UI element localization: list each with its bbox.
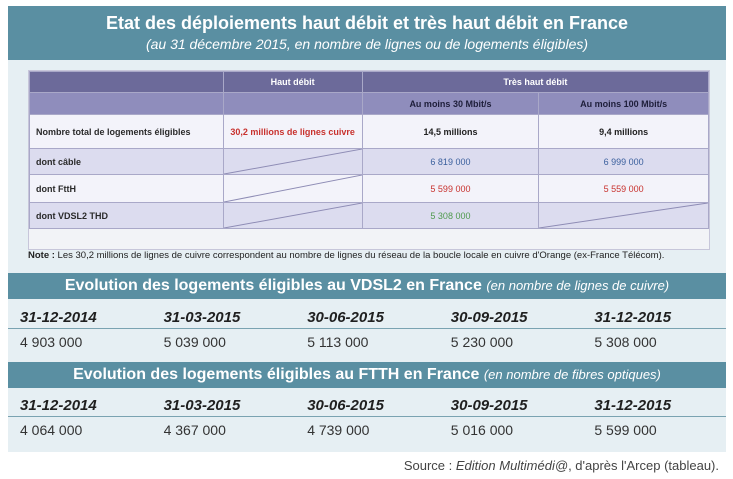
date-cell: 31-12-2014	[20, 309, 97, 326]
empty-diagonal-cell	[538, 202, 709, 229]
ftth-values-row: 4 064 000 4 367 000 4 739 000 5 016 000 …	[8, 419, 726, 441]
empty-header-cell	[29, 71, 224, 93]
value-cell: 4 739 000	[307, 422, 370, 438]
vdsl-section-title-band: Evolution des logements éligibles au VDS…	[8, 273, 726, 299]
source-caption: Source : Edition Multimédi@, d'après l'A…	[404, 458, 719, 473]
ftth-section-title: Evolution des logements éligibles au FTT…	[73, 366, 480, 383]
date-cell: 30-06-2015	[307, 309, 384, 326]
source-prefix: Source :	[403, 458, 456, 473]
header-tres-haut-debit: Très haut débit	[361, 71, 710, 93]
vdsl-values-row: 4 903 000 5 039 000 5 113 000 5 230 000 …	[8, 331, 726, 353]
note-text: Les 30,2 millions de lignes de cuivre co…	[54, 250, 665, 261]
date-cell: 31-12-2014	[20, 397, 97, 414]
deployment-table: Haut débit Très haut débit Au moins 30 M…	[29, 71, 710, 229]
row-label: dont VDSL2 THD	[29, 202, 224, 229]
empty-diagonal-cell	[222, 202, 363, 229]
row-label: dont câble	[29, 148, 224, 175]
row-label: dont FttH	[29, 174, 224, 203]
value-cell: 4 064 000	[20, 422, 83, 438]
date-cell: 30-06-2015	[307, 397, 384, 414]
empty-subheader-cell	[222, 92, 363, 115]
date-cell: 31-12-2015	[594, 397, 672, 414]
page-title: Etat des déploiements haut débit et très…	[105, 13, 629, 33]
ftth-section-subtitle: (en nombre de fibres optiques)	[483, 367, 661, 382]
title-band: Etat des déploiements haut débit et très…	[8, 6, 726, 60]
header-haut-debit: Haut débit	[222, 71, 363, 93]
vdsl-section-title: Evolution des logements éligibles au VDS…	[64, 277, 482, 294]
vdsl-section-subtitle: (en nombre de lignes de cuivre)	[486, 278, 670, 293]
vdsl-dates-row: 31-12-2014 31-03-2015 30-06-2015 30-09-2…	[8, 307, 726, 329]
value-cell: 5 599 000	[594, 422, 657, 438]
cell-30mbit: 6 819 000	[361, 148, 540, 175]
row-label: Nombre total de logements éligibles	[29, 114, 224, 149]
empty-diagonal-cell	[222, 148, 363, 175]
subheader-30mbit: Au moins 30 Mbit/s	[361, 92, 540, 115]
date-cell: 30-09-2015	[450, 309, 528, 326]
date-cell: 31-03-2015	[163, 397, 241, 414]
value-cell: 4 367 000	[163, 422, 226, 438]
cell-30mbit: 14,5 millions	[361, 114, 540, 149]
page-subtitle: (au 31 décembre 2015, en nombre de ligne…	[145, 36, 589, 52]
ftth-section-title-band: Evolution des logements éligibles au FTT…	[8, 362, 726, 388]
deployment-table-image: Haut débit Très haut débit Au moins 30 M…	[28, 70, 710, 250]
value-cell: 5 308 000	[594, 334, 657, 350]
source-suffix: , d'après l'Arcep (tableau).	[568, 458, 719, 473]
cell-haut-debit: 30,2 millions de lignes cuivre	[222, 114, 363, 149]
value-cell: 5 230 000	[450, 334, 514, 350]
value-cell: 5 113 000	[307, 334, 369, 350]
value-cell: 5 016 000	[450, 422, 514, 438]
date-cell: 30-09-2015	[450, 397, 528, 414]
value-cell: 4 903 000	[20, 334, 83, 350]
table-note: Note : Les 30,2 millions de lignes de cu…	[28, 250, 718, 261]
subheader-100mbit: Au moins 100 Mbit/s	[538, 92, 709, 115]
cell-100mbit: 5 559 000	[538, 174, 709, 203]
cell-100mbit: 9,4 millions	[538, 114, 709, 149]
date-cell: 31-03-2015	[163, 309, 241, 326]
value-cell: 5 039 000	[163, 334, 226, 350]
source-publication: Edition Multimédi@	[455, 458, 569, 473]
empty-diagonal-cell	[222, 174, 363, 203]
ftth-dates-row: 31-12-2014 31-03-2015 30-06-2015 30-09-2…	[8, 395, 726, 417]
empty-subheader-cell	[29, 92, 224, 115]
cell-30mbit: 5 308 000	[361, 202, 540, 229]
date-cell: 31-12-2015	[594, 309, 672, 326]
cell-30mbit: 5 599 000	[361, 174, 540, 203]
note-label: Note :	[28, 250, 55, 261]
cell-100mbit: 6 999 000	[538, 148, 709, 175]
